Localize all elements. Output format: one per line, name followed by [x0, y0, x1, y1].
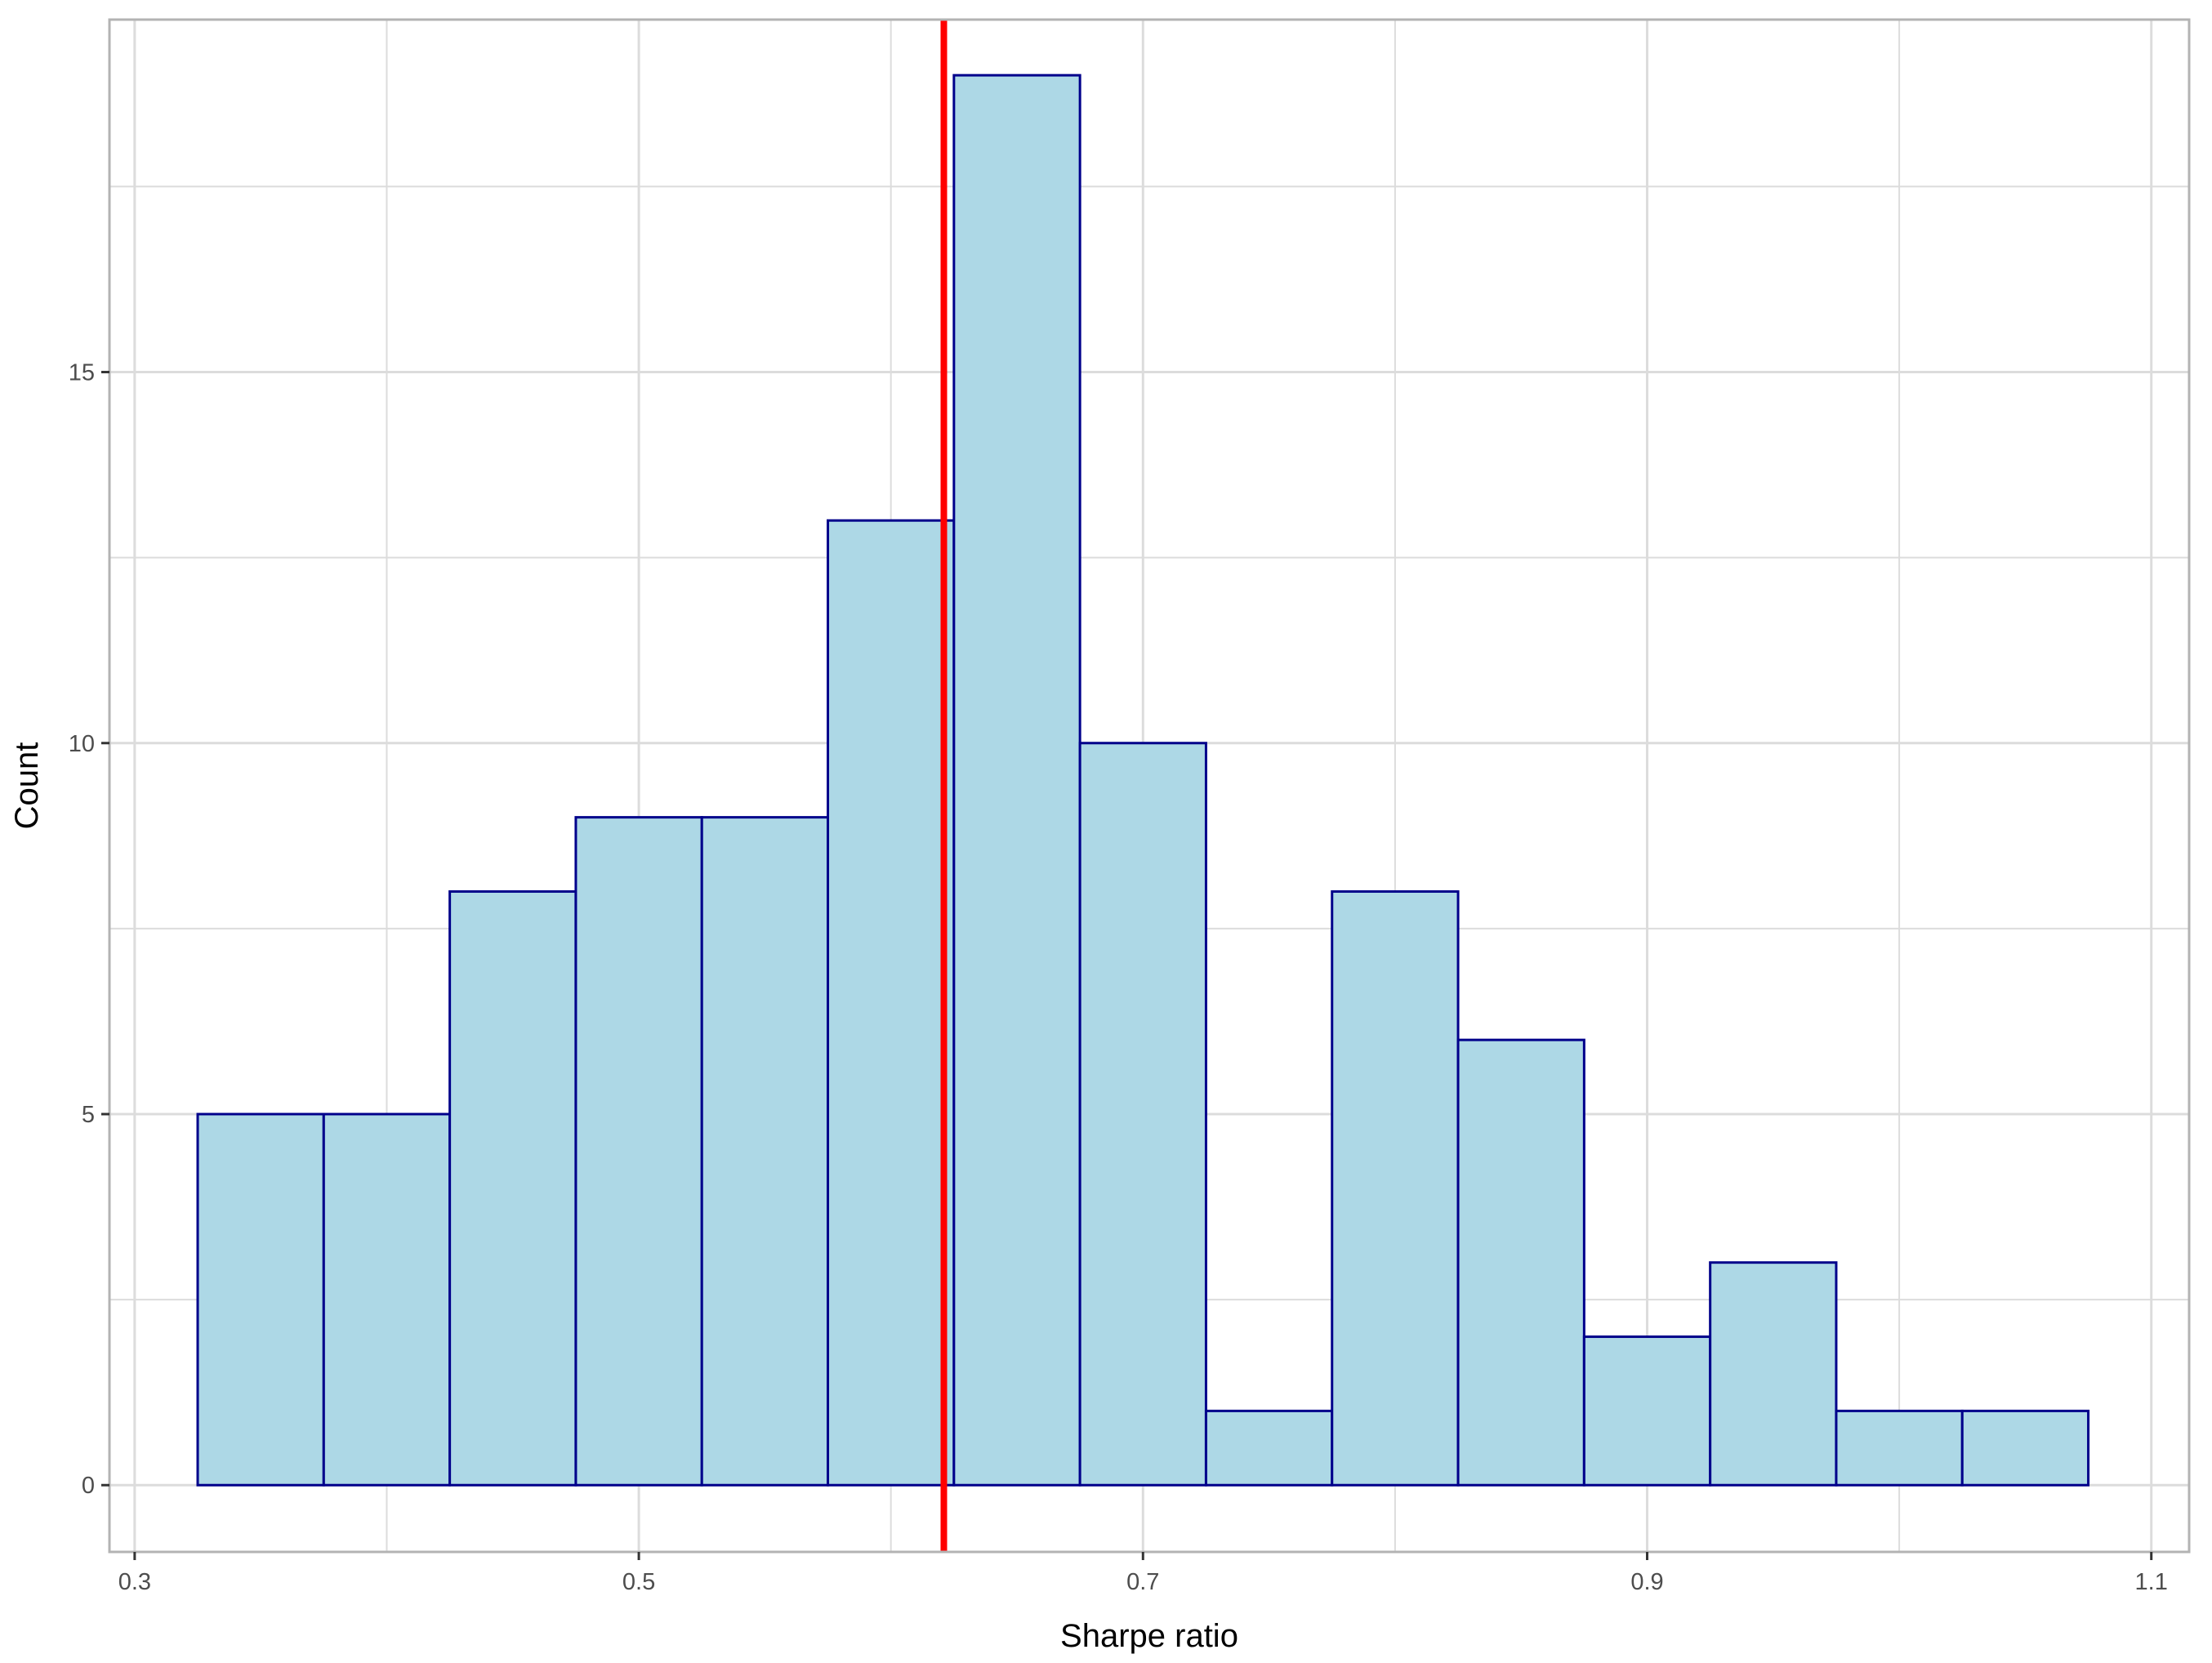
- histogram-bar: [1835, 1409, 1964, 1487]
- x-axis: 0.3 0.5 0.7 0.9 1.1: [118, 1552, 2168, 1595]
- y-axis-title: Count: [9, 742, 45, 830]
- y-tick-label: 15: [69, 360, 95, 386]
- panel-border: [108, 18, 2191, 1554]
- histogram-bar: [1960, 1409, 2090, 1487]
- histogram-bars: [196, 74, 2090, 1487]
- y-tick-label: 10: [69, 731, 95, 757]
- histogram-bar: [1078, 742, 1207, 1487]
- y-axis: 0 5 10 15: [69, 360, 109, 1499]
- histogram-bar: [1709, 1261, 1838, 1487]
- x-tick-label: 0.5: [622, 1569, 655, 1595]
- x-axis-title: Sharpe ratio: [1060, 1618, 1238, 1654]
- histogram-bar: [448, 889, 578, 1487]
- histogram-bar: [700, 816, 830, 1487]
- y-tick-label: 5: [82, 1102, 95, 1128]
- x-tick-label: 0.3: [118, 1569, 151, 1595]
- histogram-bar: [574, 816, 703, 1487]
- y-tick-label: 0: [82, 1473, 95, 1499]
- histogram-bar: [1582, 1335, 1712, 1487]
- x-tick-label: 0.7: [1126, 1569, 1159, 1595]
- histogram-bar: [952, 74, 1081, 1487]
- histogram-bar: [1204, 1409, 1334, 1487]
- x-tick-label: 0.9: [1630, 1569, 1663, 1595]
- histogram-bar: [196, 1112, 325, 1487]
- histogram-bar: [1456, 1038, 1585, 1487]
- histogram-bar: [322, 1112, 452, 1487]
- histogram-bar: [827, 519, 956, 1487]
- histogram-bar: [1331, 889, 1460, 1487]
- x-tick-label: 1.1: [2135, 1569, 2168, 1595]
